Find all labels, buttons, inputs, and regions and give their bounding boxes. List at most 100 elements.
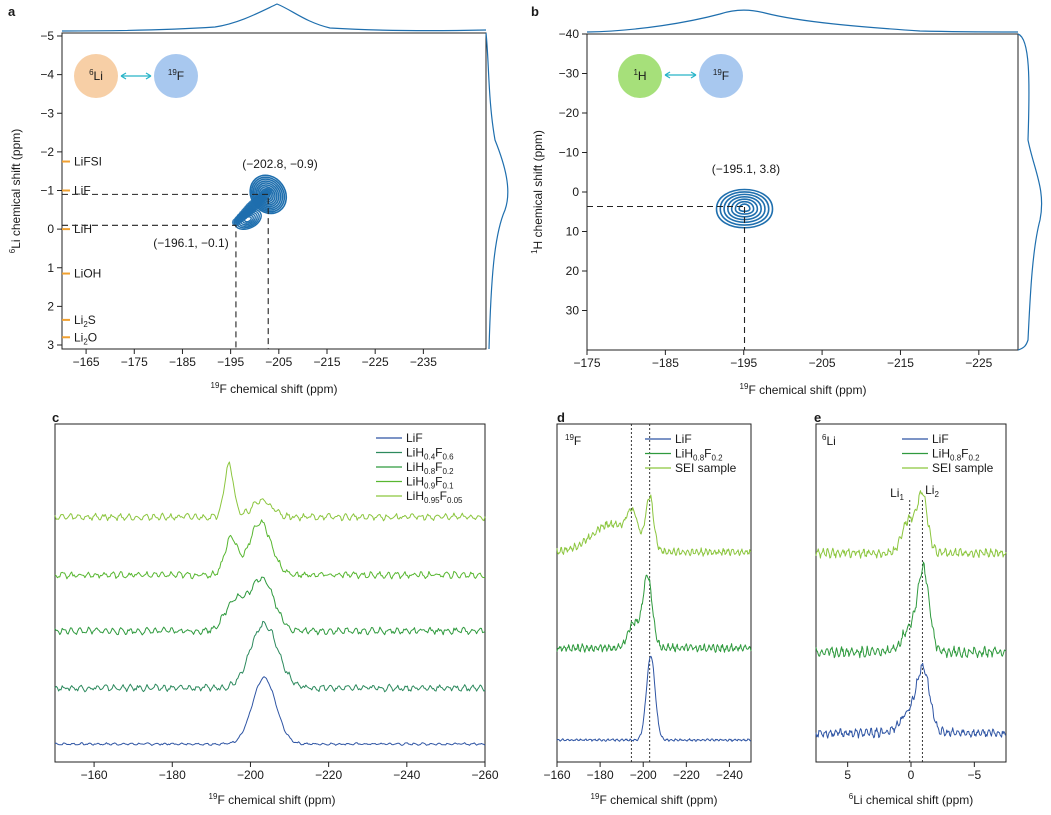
y-tick-label: 2 bbox=[47, 299, 54, 313]
y-tick-label: −40 bbox=[559, 27, 580, 41]
legend-text-part: 0.95 bbox=[424, 496, 440, 505]
panel-b-letter: b bbox=[531, 4, 539, 19]
legend-text-part: LiH bbox=[406, 475, 424, 489]
panel-a-x-ticks: −165 −175 −185 −195 −205 −215 −225 −235 bbox=[73, 349, 437, 369]
reference-label: Li2S bbox=[74, 313, 96, 329]
spectrum-trace bbox=[815, 662, 1007, 739]
spectrum-trace bbox=[815, 490, 1007, 559]
y-tick-label: 0 bbox=[572, 185, 579, 199]
x-tick-label: −160 bbox=[81, 768, 108, 782]
x-tick-label: −200 bbox=[630, 768, 657, 782]
legend-label: LiH0.8F0.2 bbox=[406, 460, 454, 476]
panel-e-traces bbox=[815, 490, 1007, 739]
reference-label-main: LiF bbox=[74, 184, 91, 198]
panel-a-top-projection bbox=[61, 3, 487, 32]
panel-b-right-projection bbox=[1017, 33, 1043, 351]
y-tick-label: 30 bbox=[566, 304, 580, 318]
contour-ring bbox=[727, 196, 762, 221]
panel-b-xlabel: 19F chemical shift (ppm) bbox=[740, 382, 867, 397]
x-tick-label: −220 bbox=[673, 768, 700, 782]
x-tick-label: −5 bbox=[967, 768, 981, 782]
panel-b-contours bbox=[715, 188, 774, 229]
panel-d-reference-lines bbox=[630, 424, 651, 762]
spectrum-trace bbox=[54, 461, 486, 522]
y-tick-label: −20 bbox=[559, 106, 580, 120]
panel-b-x-ticks: −175 −185 −195 −205 −215 −225 bbox=[573, 350, 993, 370]
spectrum-trace bbox=[54, 620, 486, 693]
x-tick-label: −195 bbox=[730, 356, 757, 370]
x-tick-label: −235 bbox=[410, 355, 437, 369]
x-tick-label: −240 bbox=[716, 768, 743, 782]
panel-a-letter: a bbox=[8, 4, 16, 19]
panel-b-peak-guides bbox=[587, 205, 746, 350]
fluorine-nucleus-circle bbox=[154, 54, 198, 98]
panel-a-peak-guides bbox=[62, 193, 269, 349]
reference-label-sub: 2 bbox=[83, 320, 88, 329]
x-tick-label: −165 bbox=[73, 355, 100, 369]
panel-c-xlabel: 19F chemical shift (ppm) bbox=[209, 792, 336, 807]
legend-label: SEI sample bbox=[675, 461, 737, 475]
x-tick-label: −160 bbox=[543, 768, 570, 782]
contour-ring bbox=[734, 200, 755, 215]
legend-text-part: 0.9 bbox=[424, 482, 436, 491]
y-tick-label: −3 bbox=[40, 106, 54, 120]
legend-text-part: 0.05 bbox=[447, 496, 463, 505]
legend-text-part: 0.6 bbox=[442, 453, 454, 462]
fluorine-nucleus-circle-b bbox=[699, 54, 743, 98]
legend-text-part: SEI sample bbox=[932, 461, 994, 475]
panel-b-y-ticks: −40 −30 −20 −10 0 10 20 30 bbox=[559, 27, 587, 318]
panel-e-letter: e bbox=[814, 410, 821, 425]
x-tick-label: −200 bbox=[237, 768, 264, 782]
spectrum-trace bbox=[556, 655, 752, 742]
legend-text-part: 0.8 bbox=[950, 454, 962, 463]
x-tick-label: −195 bbox=[217, 355, 244, 369]
panel-d-frame bbox=[556, 423, 752, 763]
lithium-nucleus-circle bbox=[74, 54, 118, 98]
panel-e-nucleus: 6Li bbox=[822, 433, 836, 448]
panel-c-frame bbox=[54, 423, 486, 763]
spectrum-trace bbox=[556, 574, 752, 653]
x-tick-label: −220 bbox=[315, 768, 342, 782]
legend-text-part: 0.1 bbox=[442, 482, 454, 491]
legend-label: SEI sample bbox=[932, 461, 994, 475]
legend-text-part: 0.2 bbox=[442, 467, 454, 476]
legend-label: LiH0.8F0.2 bbox=[932, 447, 980, 463]
legend-label: LiH0.8F0.2 bbox=[675, 447, 723, 463]
spectrum-trace bbox=[54, 676, 486, 746]
panel-b-nucleus-1: 1H bbox=[633, 68, 646, 83]
spectrum-trace bbox=[54, 576, 486, 636]
panel-d: d 19F −160 −180 −200 −220 −240 LiFLiH0.8F0.2… bbox=[543, 410, 752, 807]
y-tick-label: −2 bbox=[40, 145, 54, 159]
legend-text-part: 0.4 bbox=[424, 453, 436, 462]
x-tick-label: −215 bbox=[887, 356, 914, 370]
panel-b-top-projection bbox=[586, 9, 1019, 33]
reference-label: LiOH bbox=[74, 267, 101, 281]
panel-a-y-ticks: −5 −4 −3 −2 −1 0 1 2 3 bbox=[40, 29, 62, 352]
contour-ring bbox=[738, 203, 751, 213]
x-tick-label: 5 bbox=[844, 768, 851, 782]
legend-label: LiH0.4F0.6 bbox=[406, 446, 454, 462]
legend-label: LiH0.9F0.1 bbox=[406, 475, 454, 491]
panel-d-letter: d bbox=[557, 410, 565, 425]
legend-label: LiH0.95F0.05 bbox=[406, 489, 463, 505]
y-tick-label: −1 bbox=[40, 184, 54, 198]
reference-label-tail: O bbox=[88, 330, 97, 344]
y-tick-label: 0 bbox=[47, 222, 54, 236]
legend-text-part: LiF bbox=[932, 432, 949, 446]
x-tick-label: −240 bbox=[393, 768, 420, 782]
reference-label-sub: 2 bbox=[83, 337, 88, 346]
panel-c-letter: c bbox=[52, 410, 59, 425]
panel-b: b −175 −185 −195 −205 −215 −225 −40 −30 −20 −10 0… bbox=[530, 4, 1043, 397]
legend-text-part: LiH bbox=[406, 489, 424, 503]
contour-ring bbox=[723, 193, 766, 223]
legend-text-part: F bbox=[435, 475, 442, 489]
x-tick-label: −215 bbox=[313, 355, 340, 369]
panel-d-nucleus: 19F bbox=[565, 433, 581, 448]
legend-text-part: LiH bbox=[406, 446, 424, 460]
y-tick-label: −4 bbox=[40, 68, 54, 82]
y-tick-label: 20 bbox=[566, 264, 580, 278]
spectrum-trace bbox=[556, 494, 751, 557]
